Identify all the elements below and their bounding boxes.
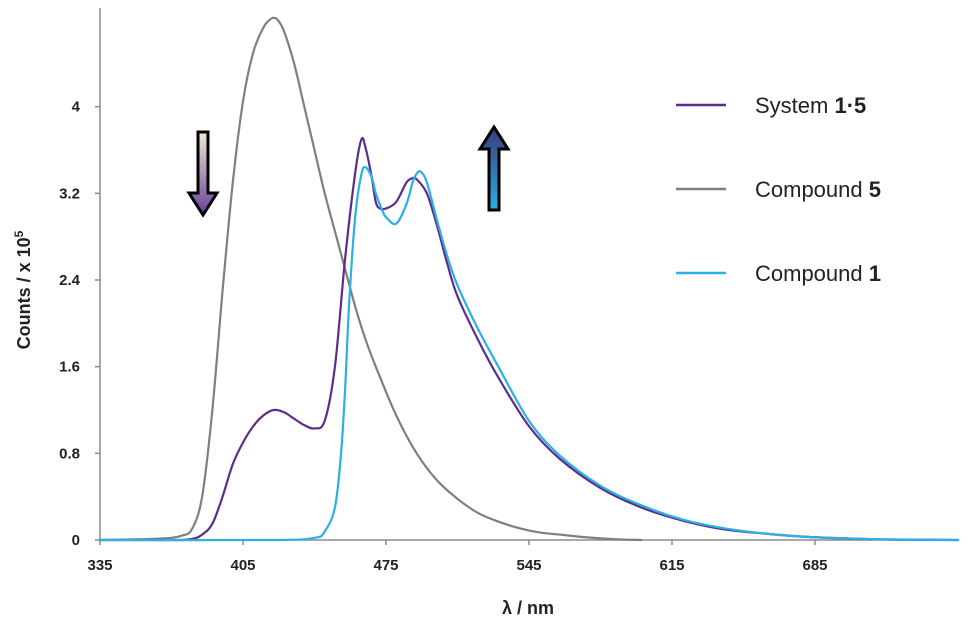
series-line-compound-1: [98, 165, 960, 542]
y-tick-label: 0.8: [59, 445, 80, 462]
legend-label-compound-number: 5: [869, 177, 881, 202]
legend-label-compound-number: 1·5: [834, 93, 866, 118]
up-arrow-icon: [477, 124, 511, 212]
x-tick-label: 475: [373, 557, 398, 574]
legend-label-system-1-5: System 1·5: [755, 93, 866, 118]
legend-label-compound-5: Compound 5: [755, 177, 881, 202]
x-tick-label: 615: [659, 557, 684, 574]
y-axis-title-main: Counts / x 10: [14, 237, 34, 349]
legend-label-text: System: [755, 93, 834, 118]
increase-arrow-annotation: [477, 124, 511, 212]
y-axis-ticks: 0 0.8 1.6 2.4 3.2 4: [59, 99, 100, 549]
series-lines: [98, 16, 960, 542]
down-arrow-icon: [186, 130, 220, 218]
y-axis-title: Counts / x 105: [12, 230, 34, 349]
y-axis-title-exponent: 5: [12, 230, 26, 237]
x-tick-label: 335: [87, 557, 112, 574]
y-tick-label: 3.2: [59, 185, 80, 202]
decrease-arrow-annotation: [186, 130, 220, 218]
series-line-compound-5: [98, 16, 643, 542]
x-axis-title: λ / nm: [502, 598, 554, 618]
x-axis-ticks: 335 405 475 545 615 685: [87, 540, 828, 574]
series-line-system-1-5: [98, 136, 960, 542]
legend-label-text: Compound: [755, 261, 869, 286]
legend-label-text: Compound: [755, 177, 869, 202]
y-tick-label: 0: [72, 532, 80, 549]
y-tick-label: 2.4: [59, 272, 81, 289]
x-tick-label: 685: [802, 557, 827, 574]
legend-label-compound-number: 1: [869, 261, 881, 286]
legend-label-compound-1: Compound 1: [755, 261, 881, 286]
y-tick-label: 1.6: [59, 359, 80, 376]
x-tick-label: 545: [516, 557, 541, 574]
y-tick-label: 4: [72, 99, 81, 116]
x-tick-label: 405: [230, 557, 255, 574]
